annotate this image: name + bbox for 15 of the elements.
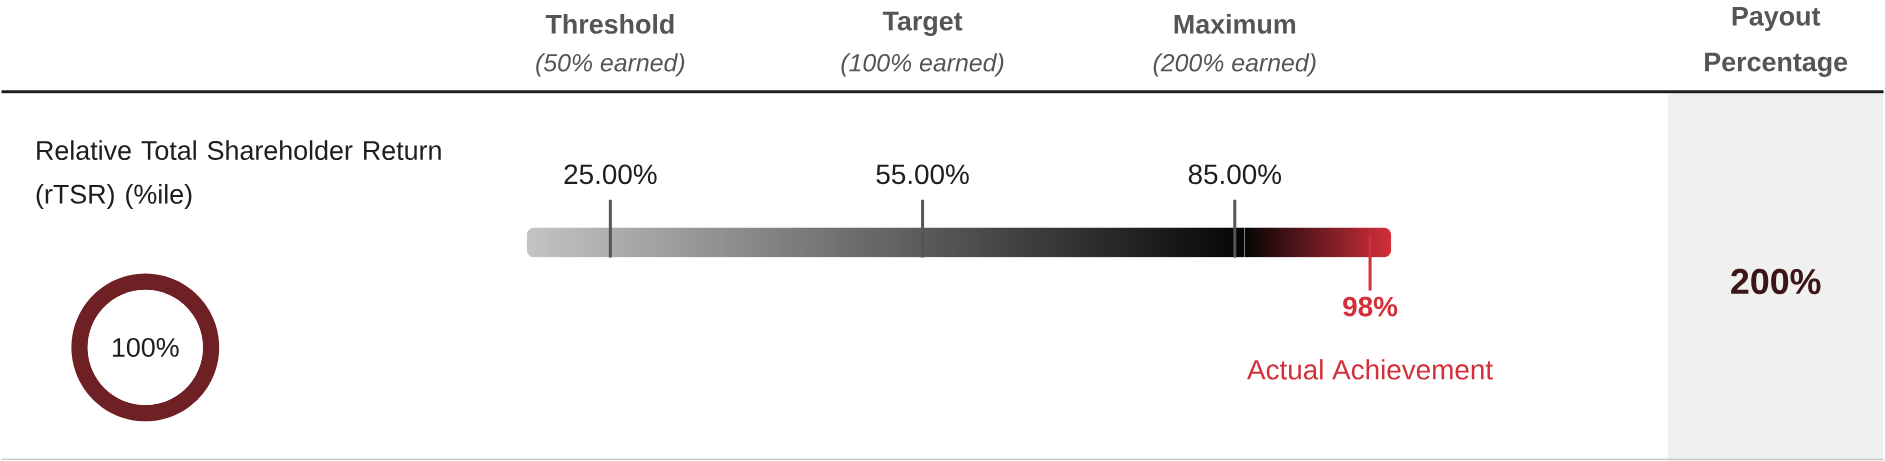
data-label: 85.00% [1188,164,1282,185]
text: (50% earned) [536,53,685,77]
data-label: 100% [112,337,179,357]
data-label: 55.00% [876,164,969,185]
text: Payout Percentage [1705,6,1848,77]
text: (100% earned) [841,53,1004,77]
data-label: 25.00% [564,164,657,185]
text: 200% [1731,268,1821,295]
category-label: Maximum [1174,13,1296,34]
data-label: 98% [1343,296,1398,317]
text: Actual Achievement [1247,359,1493,380]
category-label: Target [882,11,963,36]
text: (200% earned) [1153,53,1316,77]
text: Relative Total Shareholder Return (rTSR) (%ile) [36,140,441,209]
category-label: Threshold [545,13,674,34]
